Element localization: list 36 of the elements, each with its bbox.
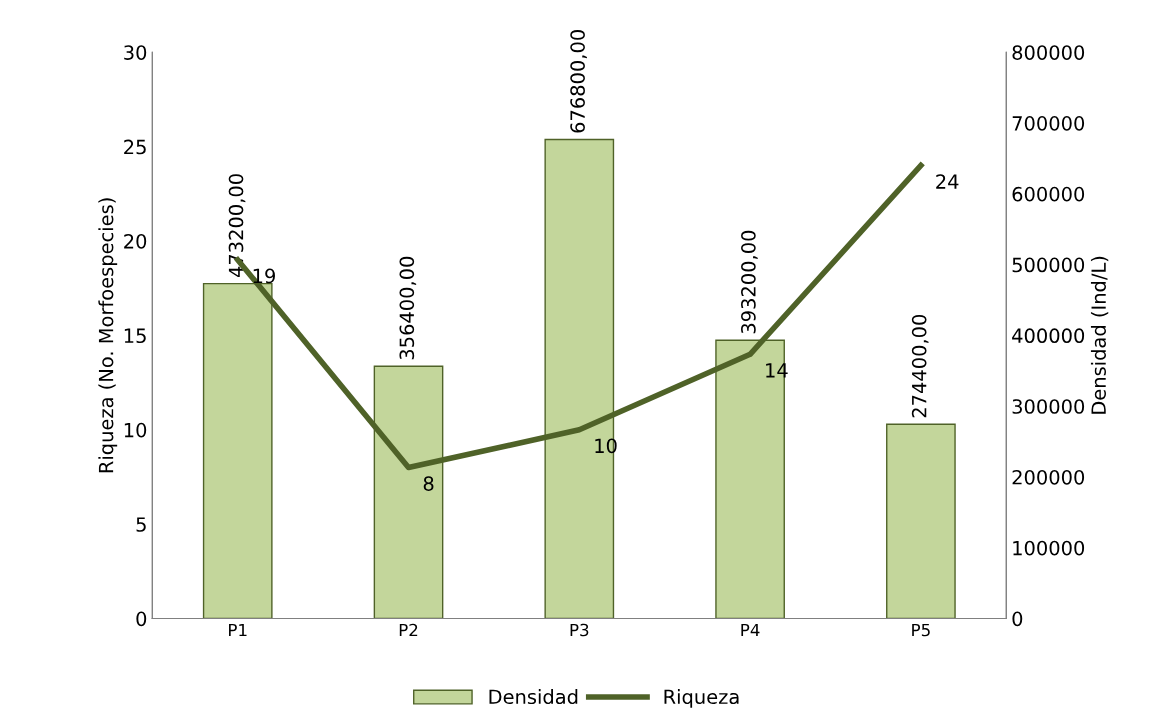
y2-tick-label: 600000 <box>1012 186 1085 202</box>
data-label: 14 <box>766 363 788 378</box>
x-tick-label: P4 <box>741 623 760 637</box>
data-label: 10 <box>595 438 617 454</box>
data-label: 24 <box>936 174 959 189</box>
y2-tick-label: 400000 <box>1012 328 1085 344</box>
x-tick-label: P1 <box>229 623 247 637</box>
data-label: 473200,00 <box>228 174 246 278</box>
data-label: 8 <box>423 476 434 491</box>
data-label: 676800,00 <box>570 30 587 133</box>
y-axis-title: Riqueza (No. Morfoespecies) <box>98 198 118 473</box>
legend-label: Riqueza <box>664 689 739 708</box>
y2-tick-label: 700000 <box>1012 116 1085 131</box>
y2-tick-label: 800000 <box>1012 45 1085 60</box>
y2-axis-title: Densidad (Ind/L) <box>1090 256 1109 414</box>
y-tick-label: 25 <box>124 139 146 155</box>
y2-tick-label: 0 <box>1012 611 1023 627</box>
y2-tick-label: 200000 <box>1012 469 1085 485</box>
y-tick-label: 20 <box>124 233 147 249</box>
y2-tick-label: 300000 <box>1012 399 1085 414</box>
data-label: 19 <box>253 268 275 284</box>
data-label: 356400,00 <box>399 256 417 360</box>
y-tick-label: 0 <box>136 611 147 627</box>
x-tick-label: P3 <box>570 623 589 637</box>
y-tick-label: 10 <box>124 422 147 438</box>
x-tick-label: P5 <box>912 623 930 637</box>
y-tick-label: 5 <box>136 517 146 532</box>
y2-tick-label: 100000 <box>1013 540 1085 556</box>
y-tick-label: 30 <box>124 45 147 60</box>
legend-label: Densidad <box>489 689 578 705</box>
x-tick-label: P2 <box>399 623 418 637</box>
data-label: 274400,00 <box>911 314 929 418</box>
bar <box>886 423 956 619</box>
y-tick-label: 15 <box>124 328 146 344</box>
data-label: 393200,00 <box>741 230 758 334</box>
y2-tick-label: 500000 <box>1012 257 1085 273</box>
